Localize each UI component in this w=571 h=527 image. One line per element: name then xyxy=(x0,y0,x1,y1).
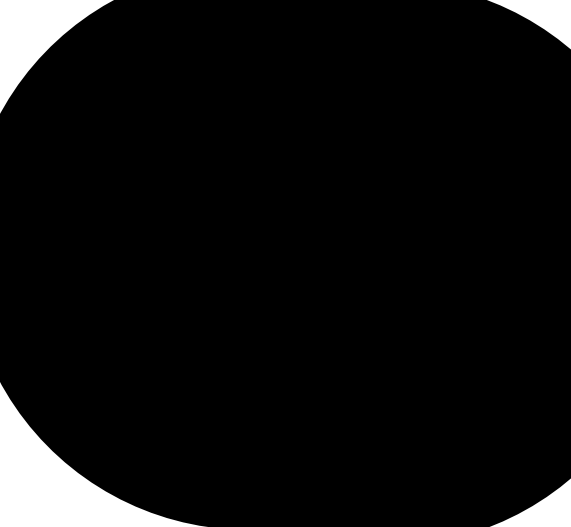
Text: NH: NH xyxy=(200,345,216,355)
Text: O: O xyxy=(284,198,292,208)
Text: N: N xyxy=(195,313,203,323)
Text: O: O xyxy=(196,359,204,369)
Text: O: O xyxy=(415,330,423,340)
Text: O: O xyxy=(384,246,392,256)
Text: O: O xyxy=(421,260,429,270)
Text: N: N xyxy=(442,210,450,220)
Polygon shape xyxy=(366,300,396,316)
Text: Si: Si xyxy=(258,191,268,201)
Text: &1: &1 xyxy=(329,249,339,258)
Text: NH: NH xyxy=(191,301,207,311)
Text: N: N xyxy=(188,267,196,277)
Text: N: N xyxy=(260,224,268,234)
Text: N: N xyxy=(456,193,464,203)
Text: O: O xyxy=(269,407,278,417)
Text: &1: &1 xyxy=(375,300,385,309)
Text: O: O xyxy=(177,275,185,285)
Text: &1: &1 xyxy=(288,292,299,301)
Text: O: O xyxy=(337,315,345,325)
Text: &1: &1 xyxy=(371,258,381,267)
Text: N: N xyxy=(285,275,293,285)
Text: P: P xyxy=(412,237,419,247)
Text: O: O xyxy=(401,456,409,466)
Text: O: O xyxy=(314,230,322,240)
Polygon shape xyxy=(283,275,308,290)
Text: O: O xyxy=(540,387,548,397)
